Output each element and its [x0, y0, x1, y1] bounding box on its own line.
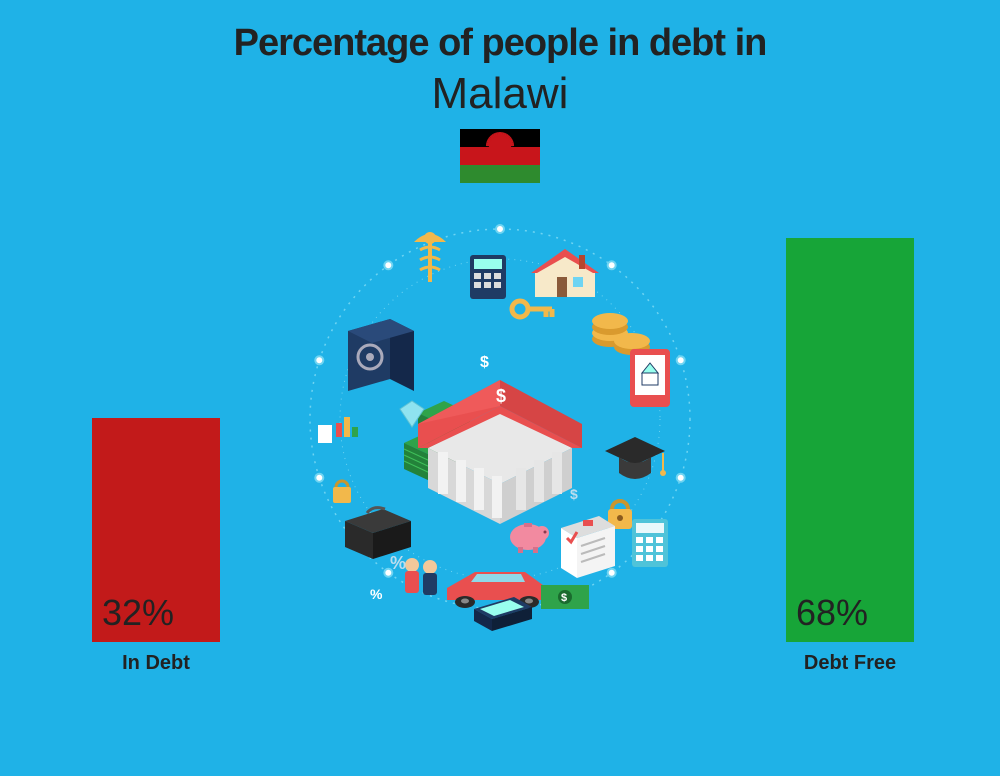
svg-text:$: $: [561, 592, 567, 604]
svg-text:%: %: [390, 553, 406, 573]
finance-illustration-icon: $: [280, 199, 720, 639]
in-debt-value: 32%: [102, 592, 174, 634]
svg-text:%: %: [370, 586, 383, 602]
in-debt-bar: 32%: [92, 418, 220, 642]
debt-free-bar-container: 68% Debt Free: [786, 238, 914, 675]
debt-free-label: Debt Free: [804, 652, 896, 675]
svg-text:$: $: [570, 486, 578, 502]
svg-text:$: $: [480, 354, 489, 371]
malawi-flag-icon: [460, 129, 540, 183]
debt-free-bar: 68%: [786, 238, 914, 642]
debt-free-value: 68%: [796, 592, 868, 634]
page-title: Percentage of people in debt in: [0, 0, 1000, 65]
country-name: Malawi: [0, 69, 1000, 119]
svg-text:$: $: [496, 386, 506, 406]
in-debt-bar-container: 32% In Debt: [92, 418, 220, 675]
in-debt-label: In Debt: [122, 652, 190, 675]
